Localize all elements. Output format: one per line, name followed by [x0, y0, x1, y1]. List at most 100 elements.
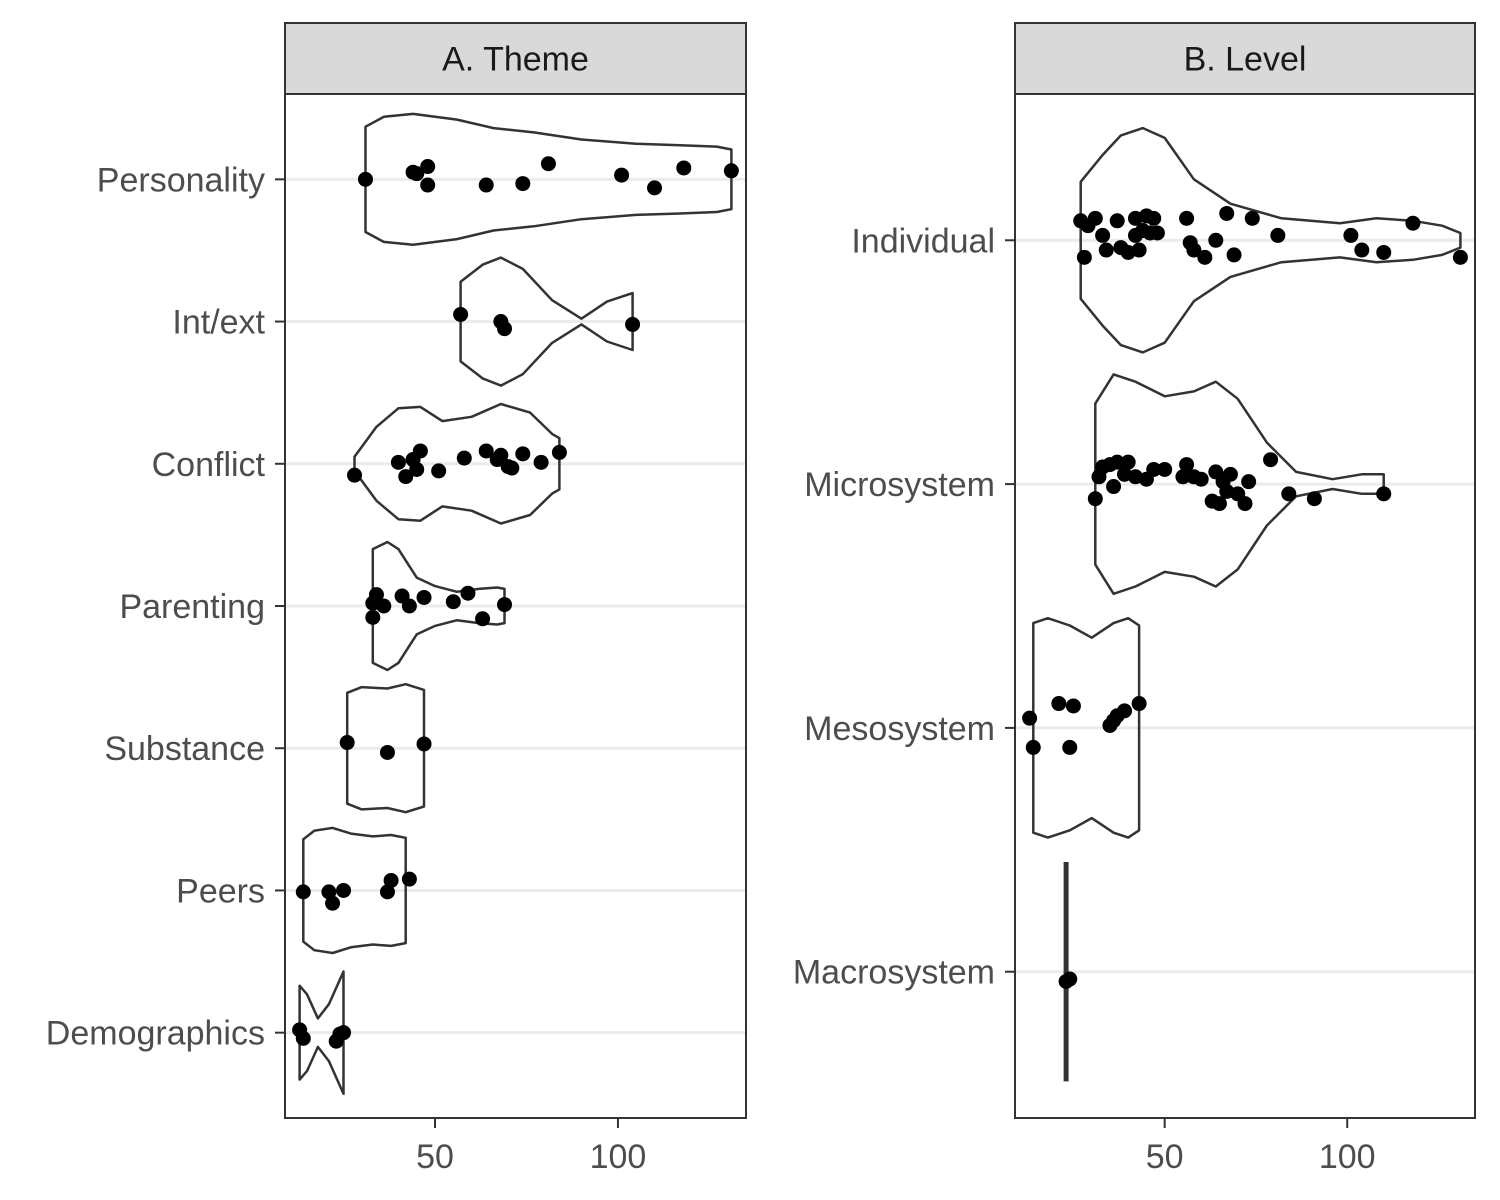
data-point — [1062, 739, 1078, 755]
data-point — [1179, 457, 1195, 473]
x-tick-label: 100 — [1319, 1138, 1376, 1176]
data-point — [1354, 242, 1370, 258]
data-point — [723, 163, 739, 179]
data-point — [1022, 710, 1038, 726]
data-point — [1376, 244, 1392, 260]
data-point — [321, 884, 337, 900]
data-point — [453, 306, 469, 322]
data-point — [416, 589, 432, 605]
data-point — [1025, 739, 1041, 755]
data-point — [339, 735, 355, 751]
data-point — [336, 1025, 352, 1041]
panel-border — [284, 93, 747, 1119]
violin-conflict — [353, 402, 561, 525]
x-tick-label: 50 — [1146, 1138, 1184, 1176]
y-tick-label-microsystem: Microsystem — [804, 466, 995, 504]
violin-substance — [345, 682, 426, 814]
data-point — [365, 609, 381, 625]
data-point — [431, 463, 447, 479]
x-tick-label: 100 — [590, 1138, 647, 1176]
data-point — [401, 598, 417, 614]
data-point — [398, 469, 414, 485]
data-point — [1109, 454, 1125, 470]
data-point — [1095, 227, 1111, 243]
data-point — [1065, 698, 1081, 714]
data-point — [1405, 215, 1421, 231]
data-point — [412, 443, 428, 459]
data-point — [1211, 496, 1227, 512]
facet-title: B. Level — [1184, 41, 1307, 79]
data-point — [1208, 232, 1224, 248]
data-point — [1237, 496, 1253, 512]
data-point — [409, 166, 425, 182]
facet-strip — [284, 22, 747, 95]
violin-parenting — [371, 540, 506, 672]
data-point — [1087, 210, 1103, 226]
data-point — [1149, 225, 1165, 241]
data-point — [1241, 474, 1257, 490]
data-point — [456, 450, 472, 466]
data-point — [497, 597, 513, 613]
data-point — [1098, 242, 1114, 258]
data-point — [475, 611, 491, 627]
data-point — [478, 443, 494, 459]
data-point — [647, 180, 663, 196]
data-point — [1222, 466, 1238, 482]
data-point — [1109, 213, 1125, 229]
data-point — [515, 446, 531, 462]
data-point — [368, 587, 384, 603]
data-point — [1244, 210, 1260, 226]
y-tick-label-substance: Substance — [104, 730, 265, 768]
violin-personality — [364, 112, 733, 247]
data-point — [379, 744, 395, 760]
data-point — [1106, 479, 1122, 495]
data-point — [1219, 205, 1235, 221]
plot-area — [1015, 94, 1475, 1118]
data-point — [1343, 227, 1359, 243]
data-point — [540, 156, 556, 172]
data-point — [1263, 452, 1279, 468]
panel-theme: A. Theme Personality Int/ext Conflict Parent… — [46, 22, 747, 1176]
data-point — [383, 872, 399, 888]
data-point — [1186, 242, 1202, 258]
y-tick-label-peers: Peers — [176, 872, 265, 910]
data-point — [1197, 249, 1213, 265]
data-point — [1281, 486, 1297, 502]
data-point — [1146, 461, 1162, 477]
data-point — [478, 177, 494, 193]
data-point — [416, 736, 432, 752]
y-tick-label-personality: Personality — [97, 161, 265, 199]
y-tick-label-individual: Individual — [851, 222, 995, 260]
y-tick-label-int-ext: Int/ext — [172, 304, 265, 342]
data-point — [1131, 242, 1147, 258]
data-point — [1062, 971, 1078, 987]
data-point — [1146, 210, 1162, 226]
data-point — [1306, 491, 1322, 507]
data-point — [551, 444, 567, 460]
data-point — [493, 447, 509, 463]
data-point — [1179, 210, 1195, 226]
data-point — [1157, 461, 1173, 477]
data-point — [401, 871, 417, 887]
data-point — [1270, 227, 1286, 243]
violin-mesosystem — [1032, 616, 1141, 839]
data-point — [420, 177, 436, 193]
data-point — [533, 454, 549, 470]
data-point — [1376, 486, 1392, 502]
data-point — [1193, 471, 1209, 487]
panel-border — [1014, 93, 1476, 1119]
data-point — [515, 176, 531, 192]
data-point — [445, 594, 461, 610]
data-point — [1226, 247, 1242, 263]
y-tick-label-demographics: Demographics — [46, 1015, 265, 1053]
data-point — [1175, 469, 1191, 485]
data-point — [1051, 696, 1067, 712]
data-point — [347, 467, 363, 483]
data-point — [376, 598, 392, 614]
data-point — [409, 461, 425, 477]
data-point — [1076, 249, 1092, 265]
violin-individual — [1079, 126, 1462, 354]
data-point — [295, 1030, 311, 1046]
violin-int-ext — [459, 256, 634, 387]
